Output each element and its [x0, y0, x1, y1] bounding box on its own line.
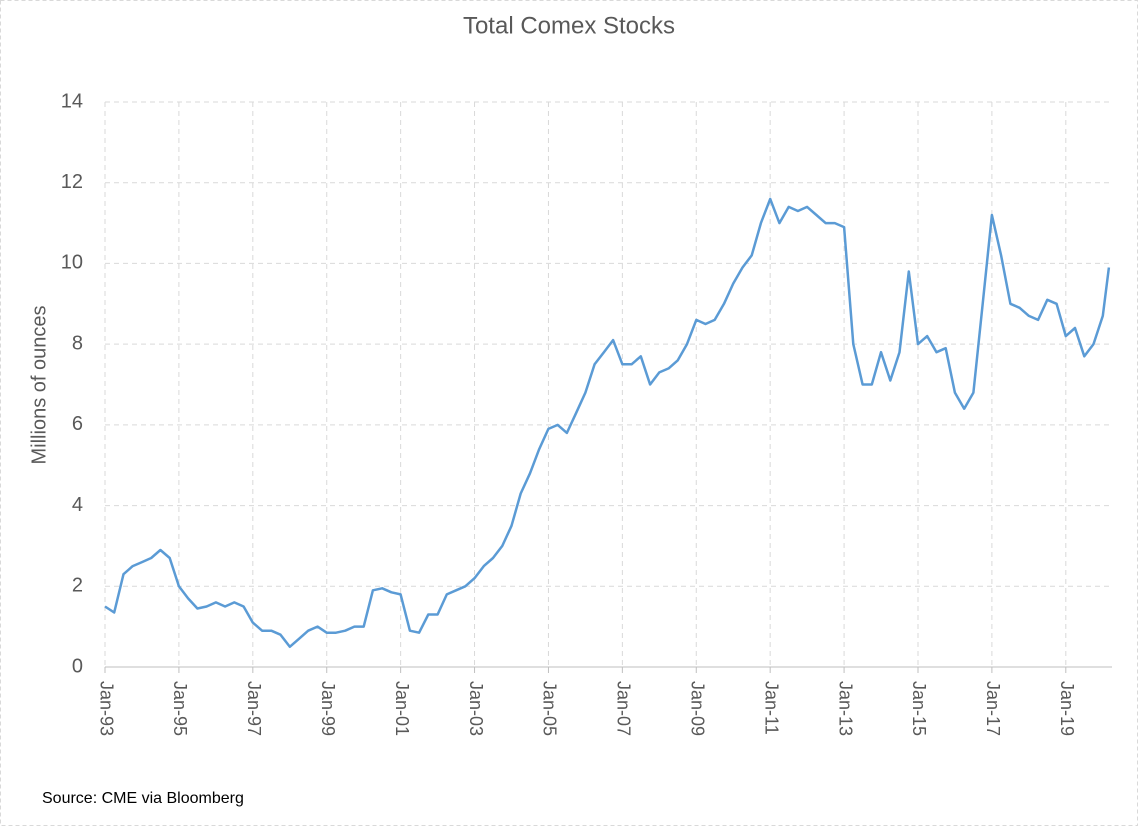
source-note: Source: CME via Bloomberg [42, 790, 244, 807]
x-tick-label: Jan-99 [318, 681, 338, 736]
y-tick-label: 10 [61, 252, 83, 274]
y-tick-label: 4 [72, 494, 83, 516]
y-tick-label: 12 [61, 171, 83, 193]
x-tick-label: Jan-13 [835, 681, 855, 736]
x-tick-label: Jan-95 [170, 681, 190, 736]
y-tick-label: 0 [72, 655, 83, 677]
data-line [104, 197, 1111, 649]
y-tick-label: 8 [72, 332, 83, 354]
y-tick-label: 6 [72, 413, 83, 435]
x-tick-label: Jan-01 [392, 681, 412, 736]
x-tick-label: Jan-11 [761, 681, 781, 735]
chart-title: Total Comex Stocks [463, 12, 675, 39]
x-tick-label: Jan-09 [688, 681, 708, 736]
x-tick-label: Jan-05 [540, 681, 560, 736]
x-tick-label: Jan-19 [1057, 681, 1077, 736]
x-tick-label: Jan-07 [614, 681, 634, 736]
x-tick-label: Jan-17 [983, 681, 1003, 736]
x-tick-label: Jan-97 [244, 681, 264, 736]
y-tick-label: 2 [72, 575, 83, 597]
y-tick-label: 14 [61, 90, 83, 112]
y-axis-label: Millions of ounces [28, 306, 50, 465]
x-tick-label: Jan-03 [466, 681, 486, 736]
x-tick-label: Jan-15 [909, 681, 929, 736]
x-tick-label: Jan-93 [96, 681, 116, 736]
